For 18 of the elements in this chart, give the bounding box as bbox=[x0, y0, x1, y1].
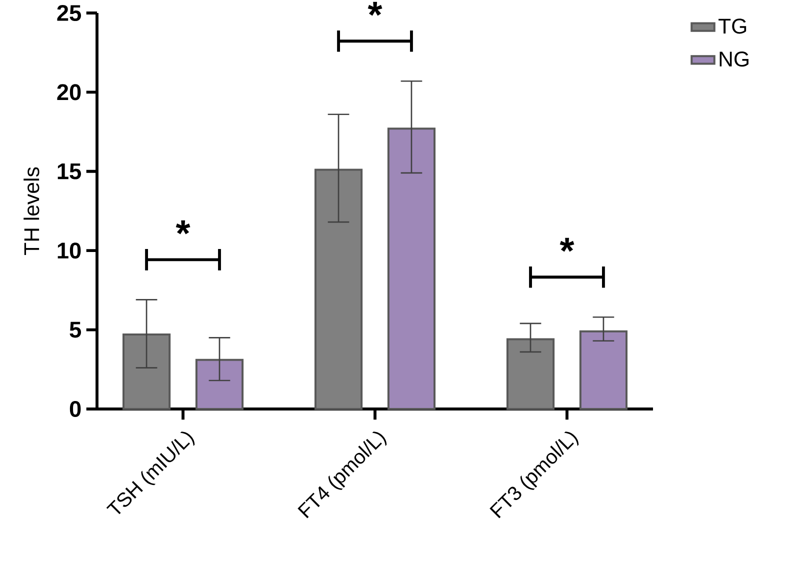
bar bbox=[122, 334, 171, 410]
bar bbox=[195, 358, 244, 410]
y-tick-label: 25 bbox=[57, 4, 81, 22]
y-axis-title: TH levels bbox=[24, 167, 40, 255]
annotation: * bbox=[368, 2, 382, 16]
legend-label: NG bbox=[720, 52, 748, 67]
bar bbox=[506, 338, 555, 410]
bar bbox=[314, 168, 363, 410]
annotation: * bbox=[176, 220, 190, 234]
y-tick-label: 20 bbox=[57, 84, 81, 100]
legend-label: TG bbox=[718, 18, 746, 34]
bar bbox=[579, 330, 628, 410]
y-tick-label: 10 bbox=[58, 242, 81, 259]
bar bbox=[387, 128, 436, 410]
annotation: * bbox=[560, 238, 574, 252]
y-tick-label: 5 bbox=[70, 322, 82, 338]
y-tick-label: 0 bbox=[70, 400, 81, 418]
y-tick-label: 15 bbox=[58, 163, 81, 180]
